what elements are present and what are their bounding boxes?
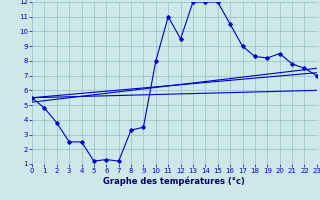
X-axis label: Graphe des températures (°c): Graphe des températures (°c) xyxy=(103,177,245,186)
